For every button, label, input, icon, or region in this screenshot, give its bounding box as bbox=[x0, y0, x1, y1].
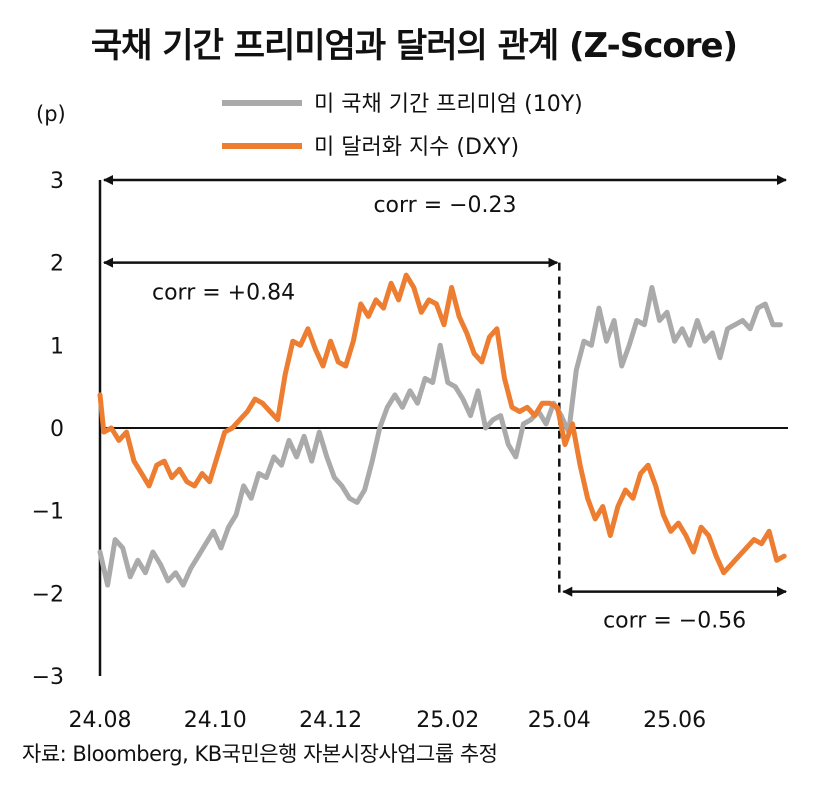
x-tick-label: 24.12 bbox=[299, 708, 362, 733]
annotations: corr = −0.23 corr = +0.84 corr = −0.56 bbox=[103, 175, 787, 634]
corr-label: corr = +0.84 bbox=[152, 281, 295, 306]
series-lines bbox=[97, 272, 787, 588]
y-tick-label: 3 bbox=[50, 169, 64, 194]
y-tick-label: 2 bbox=[50, 252, 64, 277]
y-tick-label: −3 bbox=[32, 665, 64, 690]
legend: 미 국채 기간 프리미엄 (10Y) 미 달러화 지수 (DXY) bbox=[222, 92, 583, 160]
x-tick-label: 25.02 bbox=[416, 708, 479, 733]
corr-label: corr = −0.23 bbox=[373, 193, 516, 218]
corr-label: corr = −0.56 bbox=[603, 609, 746, 634]
x-tick-label: 24.10 bbox=[184, 708, 247, 733]
series-line bbox=[97, 272, 787, 576]
legend-label: 미 달러화 지수 (DXY) bbox=[314, 135, 519, 160]
series-line bbox=[97, 285, 783, 588]
x-tick-label: 25.04 bbox=[528, 708, 591, 733]
y-tick-label: −2 bbox=[32, 582, 64, 607]
source-note: 자료: Bloomberg, KB국민은행 자본시장사업그룹 추정 bbox=[22, 742, 498, 766]
legend-label: 미 국채 기간 프리미엄 (10Y) bbox=[314, 92, 583, 117]
y-tick-label: −1 bbox=[32, 500, 64, 525]
y-tick-label: 1 bbox=[50, 334, 64, 359]
x-tick-label: 25.06 bbox=[643, 708, 706, 733]
y-axis-unit-label: (p) bbox=[36, 102, 66, 126]
y-tick-label: 0 bbox=[50, 417, 64, 442]
chart-title: 국채 기간 프리미엄과 달러의 관계 (Z-Score) bbox=[90, 26, 738, 66]
axes: 3 2 1 0 −1 −2 −324.08 24.10 24.12 25.02 25.04 25.06 bbox=[32, 169, 788, 733]
x-tick-label: 24.08 bbox=[69, 708, 132, 733]
